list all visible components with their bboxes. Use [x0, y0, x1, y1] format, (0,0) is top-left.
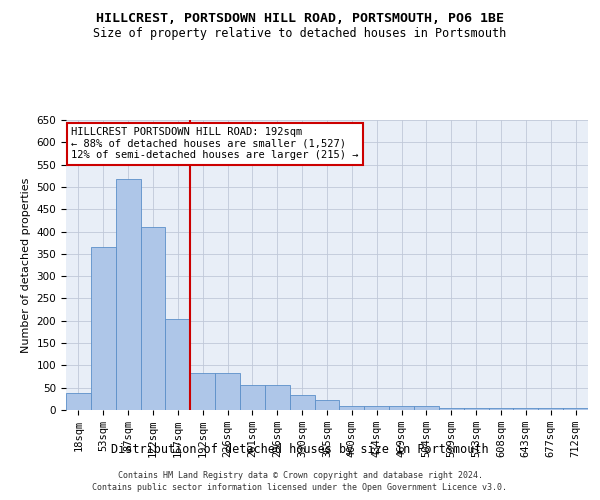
- Bar: [116, 180, 140, 410]
- Text: Contains public sector information licensed under the Open Government Licence v3: Contains public sector information licen…: [92, 484, 508, 492]
- Bar: [91, 247, 116, 410]
- Bar: [439, 408, 464, 410]
- Bar: [215, 374, 240, 410]
- Bar: [240, 386, 265, 410]
- Bar: [488, 408, 514, 410]
- Bar: [464, 408, 488, 410]
- Y-axis label: Number of detached properties: Number of detached properties: [21, 178, 31, 352]
- Text: HILLCREST, PORTSDOWN HILL ROAD, PORTSMOUTH, PO6 1BE: HILLCREST, PORTSDOWN HILL ROAD, PORTSMOU…: [96, 12, 504, 26]
- Bar: [190, 374, 215, 410]
- Bar: [414, 406, 439, 410]
- Bar: [66, 393, 91, 410]
- Bar: [166, 318, 190, 410]
- Text: Size of property relative to detached houses in Portsmouth: Size of property relative to detached ho…: [94, 28, 506, 40]
- Bar: [140, 227, 166, 410]
- Bar: [340, 406, 364, 410]
- Bar: [514, 408, 538, 410]
- Text: HILLCREST PORTSDOWN HILL ROAD: 192sqm
← 88% of detached houses are smaller (1,52: HILLCREST PORTSDOWN HILL ROAD: 192sqm ← …: [71, 127, 359, 160]
- Bar: [563, 408, 588, 410]
- Bar: [364, 406, 389, 410]
- Bar: [290, 396, 314, 410]
- Text: Contains HM Land Registry data © Crown copyright and database right 2024.: Contains HM Land Registry data © Crown c…: [118, 471, 482, 480]
- Bar: [265, 386, 290, 410]
- Bar: [314, 400, 340, 410]
- Bar: [389, 406, 414, 410]
- Text: Distribution of detached houses by size in Portsmouth: Distribution of detached houses by size …: [111, 442, 489, 456]
- Bar: [538, 408, 563, 410]
